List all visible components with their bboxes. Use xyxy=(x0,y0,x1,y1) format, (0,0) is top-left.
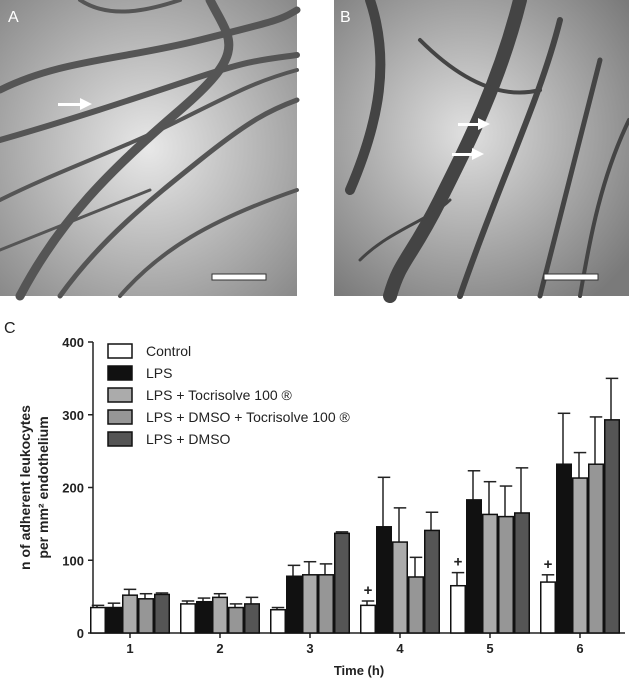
annotation: + xyxy=(454,554,463,571)
bar xyxy=(106,606,122,634)
y-tick-label: 0 xyxy=(77,626,84,641)
x-tick-label: 6 xyxy=(576,641,583,656)
legend-swatch xyxy=(107,431,133,447)
bar xyxy=(482,513,498,634)
y-tick-label: 300 xyxy=(62,408,84,423)
bar xyxy=(572,477,588,634)
bar xyxy=(408,576,424,634)
bar-chart: 0 100 200 300 400 n of adherent leukocytes per… xyxy=(17,335,625,678)
x-tick-label: 2 xyxy=(216,641,223,656)
legend-swatch xyxy=(107,343,133,359)
bar xyxy=(514,512,530,634)
bar xyxy=(540,581,556,634)
bar xyxy=(556,463,572,634)
legend-label: LPS + Tocrisolve 100 ® xyxy=(146,387,293,403)
annotation: + xyxy=(364,582,373,599)
y-tick-label: 100 xyxy=(62,553,84,568)
image-b xyxy=(334,0,629,303)
bar xyxy=(138,598,154,634)
bar xyxy=(466,499,482,634)
bar xyxy=(588,463,604,634)
bar xyxy=(122,594,138,634)
legend-swatch xyxy=(107,387,133,403)
panel-label: C xyxy=(4,320,16,337)
bar xyxy=(212,596,228,634)
bar xyxy=(376,526,392,634)
legend-swatch xyxy=(107,365,133,381)
annotation: + xyxy=(544,556,553,573)
bar xyxy=(424,529,440,634)
legend-label: LPS xyxy=(146,365,172,381)
legend-label: LPS + DMSO + Tocrisolve 100 ® xyxy=(146,409,350,425)
image-a xyxy=(0,0,301,301)
bar xyxy=(498,515,514,634)
bar xyxy=(244,603,260,634)
panel-label: A xyxy=(8,9,19,26)
y-axis-label: n of adherent leukocytes xyxy=(17,405,33,570)
panel-label: B xyxy=(340,9,351,26)
bar xyxy=(90,606,106,634)
bar xyxy=(334,532,350,634)
legend-label: Control xyxy=(146,343,191,359)
x-tick-label: 5 xyxy=(486,641,493,656)
x-tick-label: 1 xyxy=(126,641,133,656)
legend-swatch xyxy=(107,409,133,425)
bar xyxy=(302,574,318,634)
bar xyxy=(270,608,286,634)
x-tick-label: 3 xyxy=(306,641,313,656)
y-axis-label: per mm² endothelium xyxy=(35,416,51,558)
legend-label: LPS + DMSO xyxy=(146,431,231,447)
bar xyxy=(450,584,466,634)
bar xyxy=(392,541,408,634)
bar xyxy=(196,600,212,634)
bar xyxy=(360,604,376,634)
bar xyxy=(180,603,196,634)
bar xyxy=(228,606,244,634)
y-tick-label: 200 xyxy=(62,481,84,496)
x-axis-label: Time (h) xyxy=(334,663,384,678)
y-tick-label: 400 xyxy=(62,335,84,350)
bar xyxy=(286,575,302,634)
bar xyxy=(604,419,620,634)
x-tick-label: 4 xyxy=(396,641,404,656)
bar xyxy=(318,574,334,634)
bar xyxy=(154,593,170,634)
